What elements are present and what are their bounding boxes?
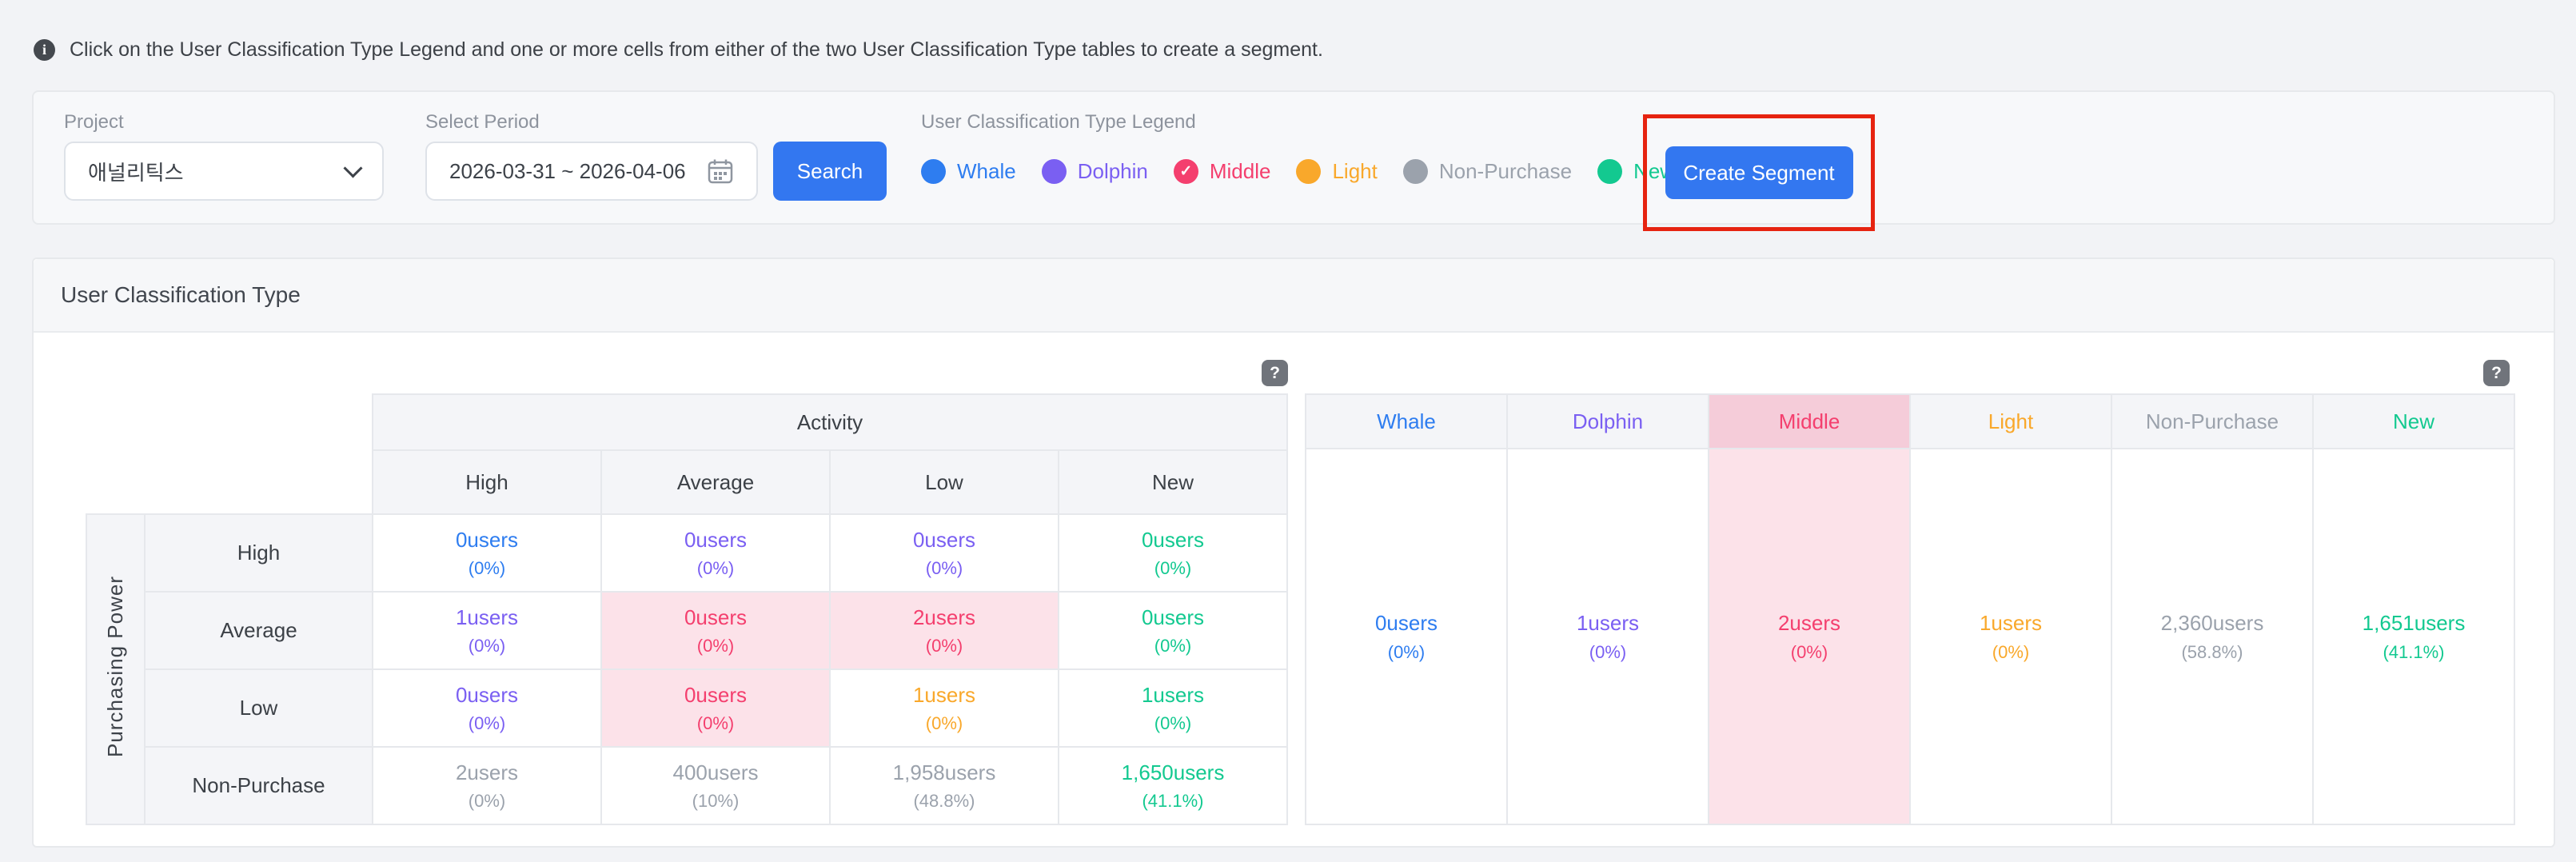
matrix-table: Activity High Average Low New Purchasing Powe… [86, 393, 1288, 825]
legend-dot-icon [921, 158, 946, 184]
legend-item-label: Non-Purchase [1438, 158, 1573, 183]
matrix-cell[interactable]: 0users (0%) [372, 668, 602, 748]
summary-col-header: New [2312, 393, 2515, 449]
create-segment-button[interactable]: Create Segment [1665, 146, 1853, 199]
matrix-cell[interactable]: 0users (0%) [372, 513, 602, 593]
summary-col-header: Light [1909, 393, 2112, 449]
annotation-highlight-box: Create Segment [1643, 114, 1875, 231]
user-classification-panel: User Classification Type ? ? Activity Hig… [32, 257, 2555, 848]
legend-item-whale[interactable]: Whale [921, 158, 1016, 184]
summary-col-header: Dolphin [1506, 393, 1709, 449]
legend-dot-icon [1402, 158, 1428, 184]
summary-col-header: Non-Purchase [2111, 393, 2314, 449]
info-banner: i Click on the User Classification Type … [34, 38, 1323, 62]
summary-cell[interactable]: 2users (0%) [1708, 448, 1911, 825]
summary-cell[interactable]: 1,651users (41.1%) [2312, 448, 2515, 825]
period-input[interactable]: 2026-03-31 ~ 2026-04-06 [425, 142, 758, 201]
summary-cell[interactable]: 2,360users (58.8%) [2111, 448, 2314, 825]
legend-item-label: Middle [1209, 158, 1271, 183]
calendar-icon[interactable] [707, 158, 734, 185]
project-select[interactable]: 애널리틱스 [64, 142, 384, 201]
summary-col-header: Middle [1708, 393, 1911, 449]
matrix-activity-header: Activity [372, 393, 1288, 451]
summary-cell[interactable]: 0users (0%) [1305, 448, 1508, 825]
info-icon: i [34, 39, 55, 61]
legend-item-label: Whale [957, 158, 1016, 183]
legend-row: Whale Dolphin ✓ Middle Light Non-Purchase New [921, 142, 1675, 201]
matrix-col-header: High [372, 449, 602, 515]
summary-table: Whale Dolphin Middle Light Non-Purchase New 0u… [1305, 393, 2515, 825]
matrix-cell[interactable]: 0users (0%) [600, 668, 831, 748]
help-icon[interactable]: ? [2483, 360, 2510, 386]
legend-item-label: Dolphin [1077, 158, 1148, 183]
summary-cell[interactable]: 1users (0%) [1506, 448, 1709, 825]
matrix-cell[interactable]: 2users (0%) [372, 746, 602, 825]
panel-title: User Classification Type [34, 259, 2554, 333]
chevron-down-icon [343, 158, 363, 178]
matrix-cell[interactable]: 1users (0%) [829, 668, 1059, 748]
legend-dot-icon [1041, 158, 1067, 184]
matrix-cell[interactable]: 0users (0%) [829, 513, 1059, 593]
matrix-row-group-label: Purchasing Power [86, 513, 146, 825]
project-label: Project [64, 111, 124, 133]
legend-item-light[interactable]: Light [1296, 158, 1378, 184]
matrix-cell[interactable]: 0users (0%) [600, 591, 831, 670]
project-select-value: 애널리틱스 [88, 160, 184, 185]
filter-panel: Project 애널리틱스 Select Period 2026-03-31 ~… [32, 90, 2555, 231]
matrix-cell[interactable]: 0users (0%) [1058, 591, 1288, 670]
info-banner-text: Click on the User Classification Type Le… [70, 38, 1323, 61]
check-icon: ✓ [1173, 158, 1198, 184]
matrix-col-header: Average [600, 449, 831, 515]
legend-label: User Classification Type Legend [921, 111, 1196, 133]
matrix-cell[interactable]: 2users (0%) [829, 591, 1059, 670]
matrix-cell[interactable]: 1,650users (41.1%) [1058, 746, 1288, 825]
summary-col-header: Whale [1305, 393, 1508, 449]
matrix-cell[interactable]: 400users (10%) [600, 746, 831, 825]
legend-item-middle[interactable]: ✓ Middle [1173, 158, 1271, 184]
matrix-cell[interactable]: 1,958users (48.8%) [829, 746, 1059, 825]
matrix-cell[interactable]: 0users (0%) [1058, 513, 1288, 593]
matrix-cell[interactable]: 1users (0%) [372, 591, 602, 670]
matrix-row-header: Low [144, 668, 373, 748]
matrix-cell[interactable]: 1users (0%) [1058, 668, 1288, 748]
matrix-row-header: Average [144, 591, 373, 670]
legend-dot-icon [1296, 158, 1322, 184]
legend-dot-icon [1597, 158, 1623, 184]
matrix-row-header: Non-Purchase [144, 746, 373, 825]
search-button[interactable]: Search [773, 142, 887, 201]
matrix-col-header: New [1058, 449, 1288, 515]
summary-cell[interactable]: 1users (0%) [1909, 448, 2112, 825]
legend-item-dolphin[interactable]: Dolphin [1041, 158, 1148, 184]
legend-item-label: Light [1332, 158, 1378, 183]
period-value: 2026-03-31 ~ 2026-04-06 [449, 158, 686, 183]
help-icon[interactable]: ? [1262, 360, 1288, 386]
matrix-corner [86, 394, 373, 514]
legend-item-nonpurchase[interactable]: Non-Purchase [1402, 158, 1573, 184]
matrix-row-header: High [144, 513, 373, 593]
matrix-col-header: Low [829, 449, 1059, 515]
period-label: Select Period [425, 111, 540, 133]
matrix-cell[interactable]: 0users (0%) [600, 513, 831, 593]
